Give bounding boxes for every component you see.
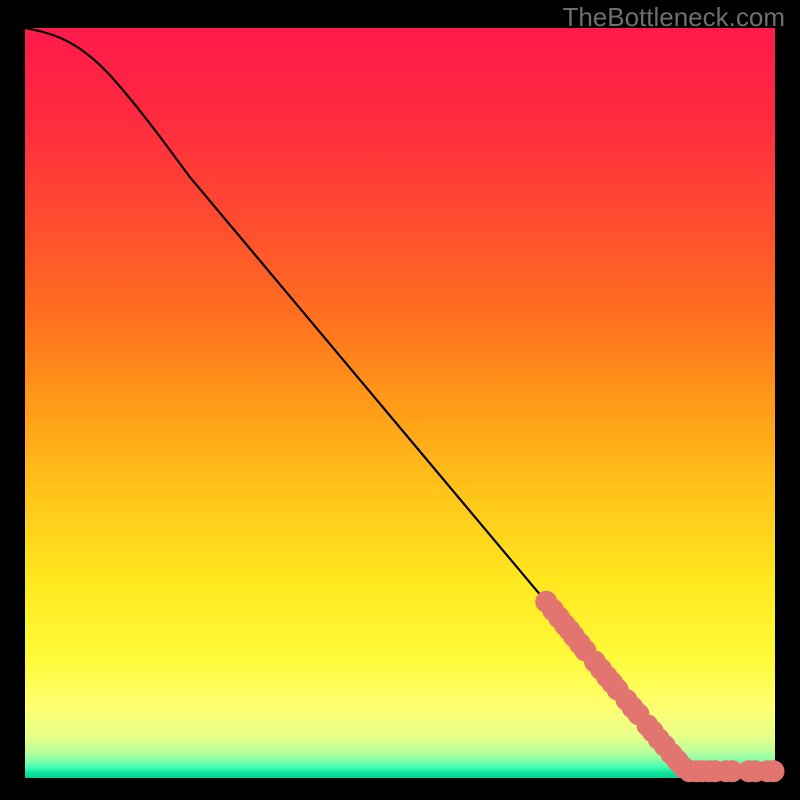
plot-background — [25, 28, 775, 778]
data-marker — [763, 761, 784, 782]
chart-stage: TheBottleneck.com — [0, 0, 800, 800]
watermark-label: TheBottleneck.com — [562, 2, 785, 33]
chart-svg — [0, 0, 800, 800]
